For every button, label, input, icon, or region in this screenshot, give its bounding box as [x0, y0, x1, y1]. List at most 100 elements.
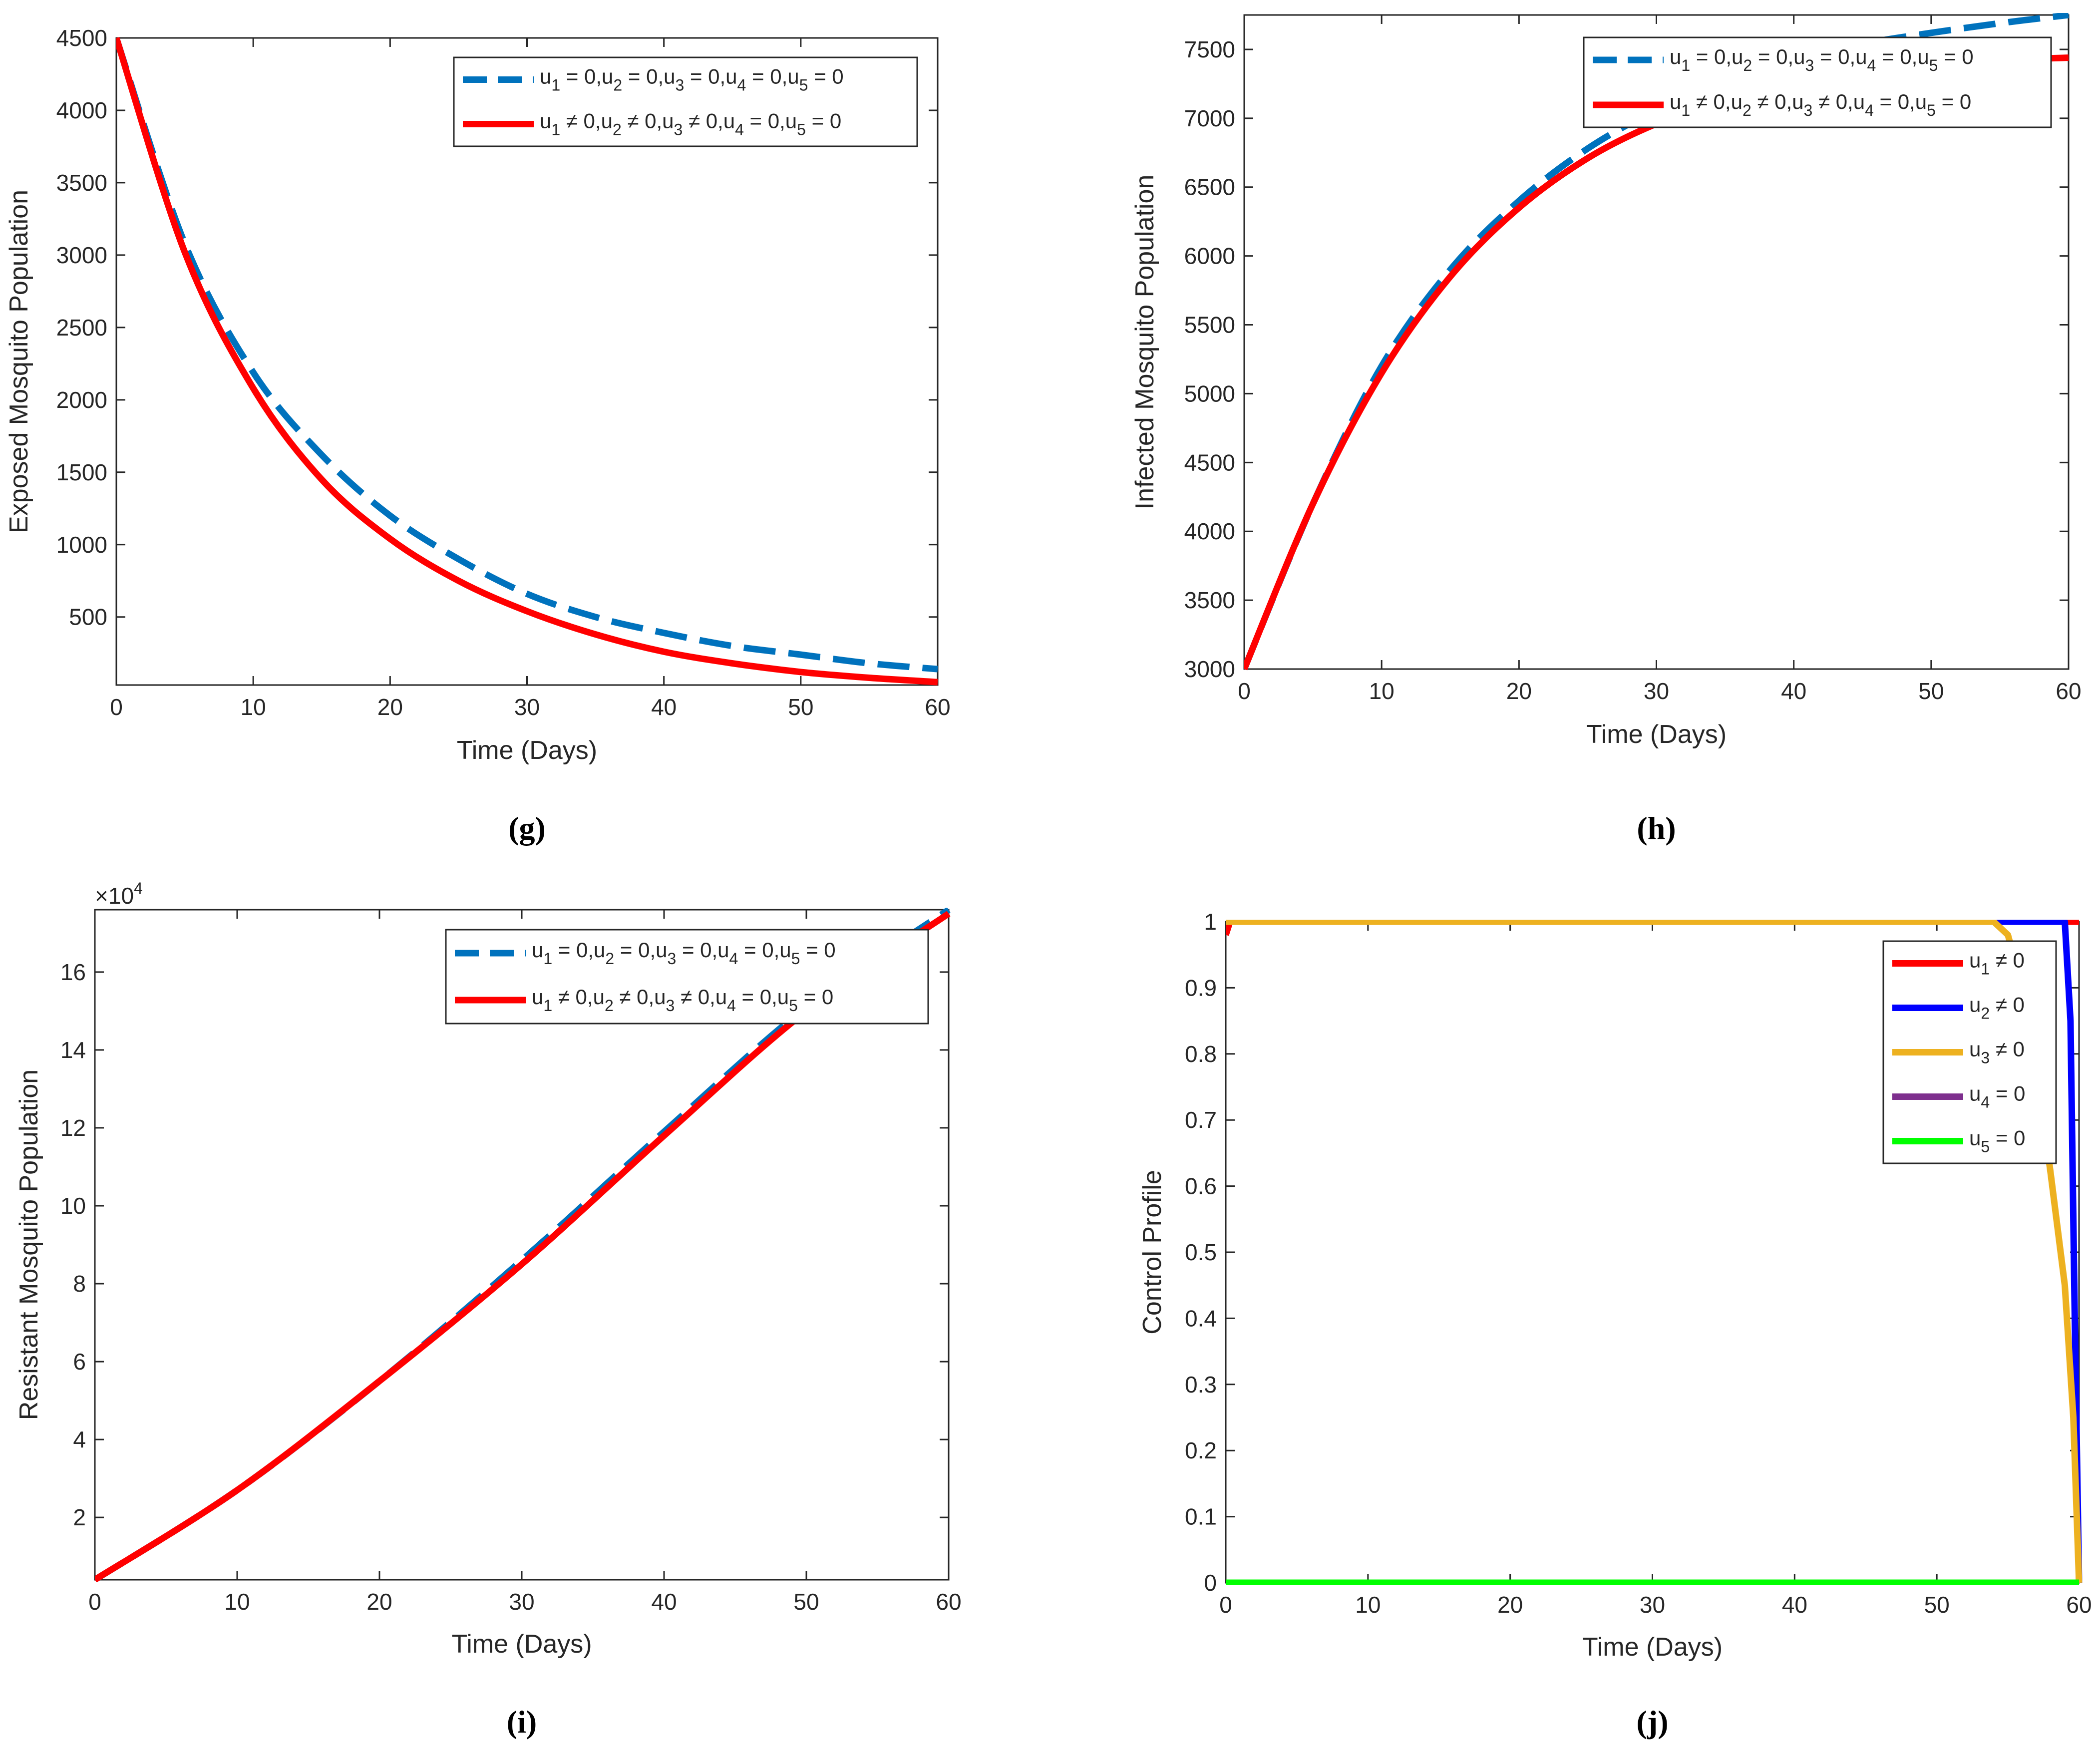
y-tick-label: 2: [73, 1504, 86, 1530]
y-tick-label: 2500: [56, 315, 107, 341]
y-tick-label: 3500: [1184, 587, 1235, 613]
x-tick-label: 50: [793, 1589, 819, 1615]
y-axis-label: Exposed Mosquito Population: [4, 190, 33, 533]
y-tick-label: 5500: [1184, 312, 1235, 338]
legend: u1​ = 0,u2​ = 0,u3​ = 0,u4​ = 0,u5​ = 0 u…: [1583, 36, 2052, 128]
y-tick-label: 4500: [1184, 449, 1235, 475]
series-line-1: [1244, 13, 2069, 671]
y-tick-label: 12: [60, 1115, 86, 1141]
x-tick-label: 20: [1497, 1592, 1523, 1618]
legend-label: u1​ = 0,u2​ = 0,u3​ = 0,u4​ = 0,u5​ = 0: [540, 65, 844, 94]
legend: u1​ = 0,u2​ = 0,u3​ = 0,u4​ = 0,u5​ = 0 u…: [445, 929, 929, 1025]
legend: u1​ = 0,u2​ = 0,u3​ = 0,u4​ = 0,u5​ = 0 u…: [453, 56, 918, 147]
x-tick-label: 40: [651, 1589, 677, 1615]
y-tick-label: 0: [1204, 1570, 1217, 1596]
y-tick-label: 0.6: [1185, 1173, 1217, 1199]
x-tick-label: 30: [1644, 678, 1669, 704]
y-tick-label: 6500: [1184, 174, 1235, 200]
y-tick-label: 4000: [56, 97, 107, 123]
series-line-2: [116, 37, 938, 686]
y-tick-label: 5000: [1184, 380, 1235, 406]
panel-label: (j): [1637, 1704, 1669, 1740]
series-line-1: [116, 36, 938, 673]
y-tick-label: 500: [69, 604, 107, 630]
y-tick-label: 0.4: [1185, 1305, 1217, 1331]
x-tick-label: 40: [1782, 1592, 1807, 1618]
y-tick-label: 3000: [1184, 656, 1235, 682]
legend-label: u2​ ≠ 0: [1969, 993, 2025, 1023]
y-tick-label: 0.1: [1185, 1504, 1217, 1530]
y-tick-label: 6000: [1184, 243, 1235, 269]
x-tick-label: 20: [377, 694, 403, 720]
y-tick-label: 16: [60, 959, 86, 985]
x-tick-label: 60: [2066, 1592, 2092, 1618]
x-axis-label: Time (Days): [457, 736, 597, 765]
x-tick-label: 0: [1238, 678, 1251, 704]
y-tick-label: 4: [73, 1426, 86, 1452]
y-axis-label: Infected Mosquito Population: [1130, 175, 1159, 510]
y-axis-label: Control Profile: [1138, 1170, 1167, 1334]
y-tick-label: 4500: [56, 25, 107, 51]
x-tick-label: 60: [936, 1589, 961, 1615]
x-tick-label: 10: [241, 694, 266, 720]
y-tick-label: 3500: [56, 170, 107, 196]
panel-label: (h): [1637, 810, 1676, 846]
y-axis-multiplier: ×104: [95, 879, 143, 909]
y-tick-label: 3000: [56, 242, 107, 268]
y-tick-label: 10: [60, 1193, 86, 1219]
x-tick-label: 10: [224, 1589, 250, 1615]
legend-box: [453, 56, 918, 147]
x-tick-label: 0: [1219, 1592, 1232, 1618]
x-tick-label: 10: [1369, 678, 1395, 704]
x-tick-label: 40: [651, 694, 677, 720]
x-tick-label: 30: [509, 1589, 534, 1615]
x-tick-label: 50: [788, 694, 813, 720]
legend-label: u5​ = 0: [1969, 1126, 2025, 1156]
x-tick-label: 50: [1924, 1592, 1950, 1618]
x-tick-label: 60: [2056, 678, 2081, 704]
y-tick-label: 14: [60, 1037, 86, 1063]
y-tick-label: 1: [1204, 909, 1217, 935]
legend-label: u1​ ≠ 0,u2​ ≠ 0,u3​ ≠ 0,u4​ = 0,u5​ = 0: [540, 109, 841, 139]
legend-label: u1​ ≠ 0,u2​ ≠ 0,u3​ ≠ 0,u4​ = 0,u5​ = 0: [532, 985, 833, 1015]
y-tick-label: 0.3: [1185, 1372, 1217, 1398]
x-tick-label: 60: [925, 694, 950, 720]
y-axis-label: Resistant Mosquito Population: [14, 1069, 43, 1420]
y-tick-label: 7500: [1184, 36, 1235, 62]
y-tick-label: 0.5: [1185, 1239, 1217, 1265]
legend-label: u1​ = 0,u2​ = 0,u3​ = 0,u4​ = 0,u5​ = 0: [532, 938, 836, 968]
y-tick-label: 0.8: [1185, 1041, 1217, 1067]
x-tick-label: 50: [1918, 678, 1944, 704]
legend-label: u1​ ≠ 0: [1969, 949, 2025, 978]
x-tick-label: 40: [1781, 678, 1806, 704]
legend-label: u4​ = 0: [1969, 1082, 2025, 1111]
y-tick-label: 0.2: [1185, 1437, 1217, 1463]
panel-label: (i): [507, 1704, 537, 1740]
y-tick-label: 7000: [1184, 105, 1235, 131]
x-tick-label: 20: [366, 1589, 392, 1615]
chart-panel-3: 0 10 20 30 40 50 60 2 4 6 8 10 12 14 16 ×104 Time (Days)…: [14, 879, 962, 1659]
legend-label: u1​ = 0,u2​ = 0,u3​ = 0,u4​ = 0,u5​ = 0: [1670, 45, 1974, 74]
x-tick-label: 30: [514, 694, 540, 720]
y-tick-label: 4000: [1184, 518, 1235, 544]
panel-label: (g): [508, 810, 546, 846]
y-tick-label: 1000: [56, 532, 107, 558]
x-tick-label: 0: [110, 694, 123, 720]
x-tick-label: 30: [1640, 1592, 1665, 1618]
x-tick-label: 10: [1355, 1592, 1381, 1618]
y-tick-label: 6: [73, 1349, 86, 1375]
x-axis-label: Time (Days): [1586, 720, 1727, 749]
y-tick-label: 0.7: [1185, 1107, 1217, 1133]
x-axis-label: Time (Days): [451, 1630, 592, 1659]
x-axis-label: Time (Days): [1582, 1633, 1723, 1662]
legend-box: [1583, 36, 2052, 128]
x-tick-label: 20: [1506, 678, 1532, 704]
legend-label: u3​ ≠ 0: [1969, 1038, 2025, 1067]
chart-panel-4: 0 10 20 30 40 50 60 0 0.1 0.2 0.3 0.4 0.5 0.6 0.7 0.8 0.…: [1138, 909, 2092, 1662]
chart-panel-1: 0 10 20 30 40 50 60 500 1000 1500 2000 2500 3000 3500…: [4, 25, 951, 765]
y-tick-label: 2000: [56, 387, 107, 413]
legend-box: [445, 929, 929, 1025]
y-tick-label: 1500: [56, 459, 107, 485]
x-tick-label: 0: [88, 1589, 101, 1615]
